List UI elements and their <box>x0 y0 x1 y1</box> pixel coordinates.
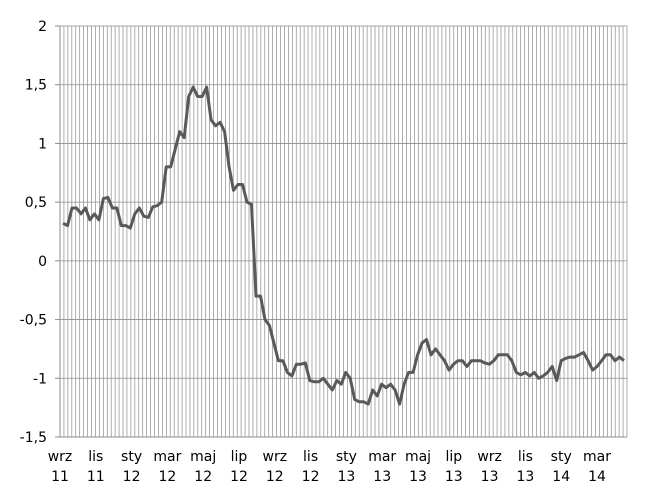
x-tick-label: lip <box>445 449 462 465</box>
y-tick-label: -1,5 <box>20 430 47 446</box>
y-tick-label: 2 <box>38 19 47 35</box>
x-tick-label: lis <box>303 449 318 465</box>
x-tick-year-label: 13 <box>409 469 427 485</box>
x-tick-year-label: 14 <box>552 469 570 485</box>
x-tick-year-label: 13 <box>516 469 534 485</box>
x-tick-year-label: 12 <box>230 469 248 485</box>
y-tick-label: 0,5 <box>25 195 47 211</box>
x-tick-year-label: 12 <box>266 469 284 485</box>
horizontal-gridlines <box>55 25 627 438</box>
x-tick-label: mar <box>583 449 611 465</box>
x-tick-label: maj <box>190 449 216 465</box>
y-tick-label: 1 <box>38 136 47 152</box>
x-tick-year-label: 12 <box>123 469 141 485</box>
x-axis: wrz 11 lis 11 sty 12 mar 12 maj 12 lip 12 wrz 12 lis 12… <box>48 449 612 485</box>
y-tick-label: 1,5 <box>25 78 47 94</box>
x-tick-label: wrz <box>477 449 502 465</box>
x-tick-label: lis <box>88 449 103 465</box>
y-tick-label: -1 <box>33 371 47 387</box>
x-tick-year-label: 13 <box>337 469 355 485</box>
x-tick-year-label: 11 <box>51 469 69 485</box>
x-tick-label: wrz <box>263 449 288 465</box>
x-tick-label: wrz <box>48 449 73 465</box>
x-tick-year-label: 12 <box>194 469 212 485</box>
y-axis: 2 1,5 1 0,5 0 -0,5 -1 -1,5 <box>20 19 47 446</box>
x-tick-label: mar <box>368 449 396 465</box>
x-tick-label: sty <box>551 449 572 465</box>
x-tick-label: lis <box>518 449 533 465</box>
y-tick-label: 0 <box>38 254 47 270</box>
x-tick-year-label: 11 <box>87 469 105 485</box>
x-tick-label: sty <box>336 449 357 465</box>
x-tick-year-label: 14 <box>588 469 606 485</box>
vertical-gridlines <box>59 26 628 437</box>
x-tick-label: mar <box>153 449 181 465</box>
x-tick-year-label: 13 <box>373 469 391 485</box>
series-layer <box>62 85 625 406</box>
x-tick-label: lip <box>231 449 248 465</box>
x-tick-year-label: 12 <box>158 469 176 485</box>
y-tick-label: -0,5 <box>20 313 47 329</box>
x-tick-year-label: 13 <box>445 469 463 485</box>
x-tick-year-label: 13 <box>481 469 499 485</box>
series-line <box>62 85 625 406</box>
x-tick-label: maj <box>405 449 431 465</box>
x-tick-label: sty <box>121 449 142 465</box>
x-tick-year-label: 12 <box>302 469 320 485</box>
